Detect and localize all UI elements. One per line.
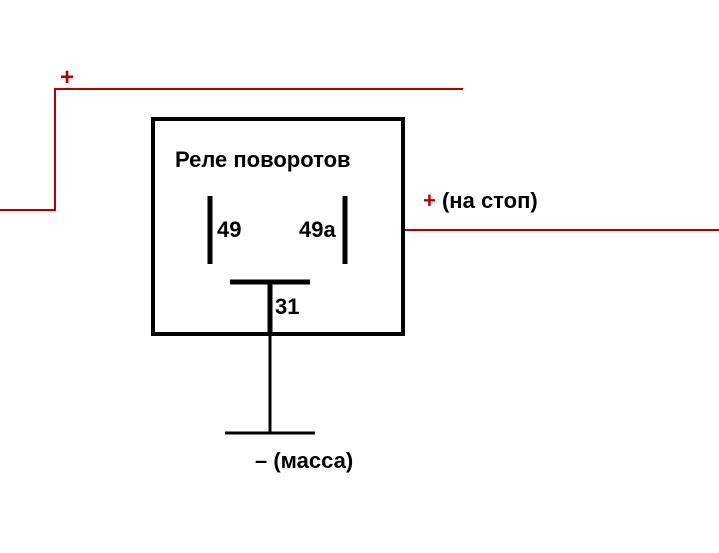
power-out-text: (на стоп) [442, 188, 538, 213]
power-out-plus: + [423, 188, 436, 213]
power-out-label: + (на стоп) [423, 188, 538, 214]
terminal-49-label: 49 [217, 217, 241, 243]
diagram-svg [0, 0, 719, 553]
terminal-31-label: 31 [275, 294, 299, 320]
ground-label: – (масса) [255, 448, 353, 474]
circuit-diagram: Реле поворотов 49 49a 31 + + (на стоп) –… [0, 0, 719, 553]
relay-title: Реле поворотов [175, 147, 351, 173]
power-in-plus-label: + [60, 64, 74, 92]
terminal-49a-label: 49a [299, 217, 336, 243]
